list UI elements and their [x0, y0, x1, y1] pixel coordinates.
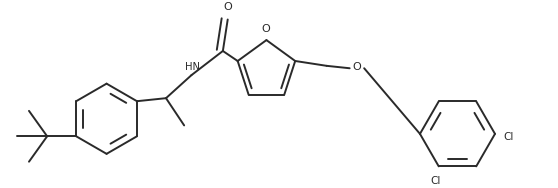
- Text: O: O: [262, 24, 270, 34]
- Text: O: O: [223, 2, 232, 12]
- Text: HN: HN: [185, 61, 200, 72]
- Text: O: O: [353, 62, 361, 72]
- Text: Cl: Cl: [431, 176, 441, 186]
- Text: Cl: Cl: [503, 133, 514, 143]
